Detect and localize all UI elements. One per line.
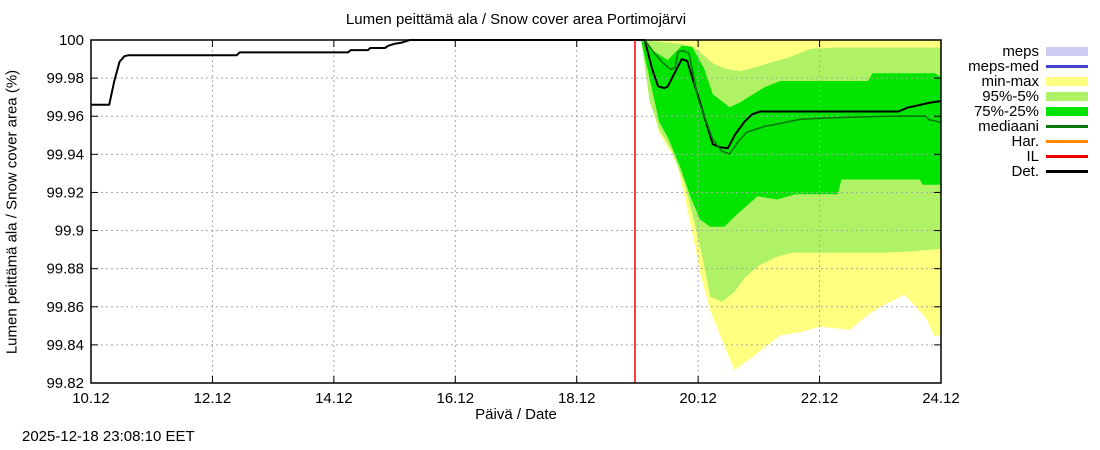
forecast-bands xyxy=(641,40,941,370)
svg-text:99.88: 99.88 xyxy=(46,261,84,278)
legend-swatch xyxy=(1046,125,1088,128)
svg-text:99.92: 99.92 xyxy=(46,184,84,201)
chart-title: Lumen peittämä ala / Snow cover area Por… xyxy=(345,11,687,28)
svg-text:16.12: 16.12 xyxy=(437,390,475,407)
legend-label: Har. xyxy=(1011,133,1039,150)
svg-text:99.96: 99.96 xyxy=(46,108,84,125)
gridlines xyxy=(91,40,941,383)
legend-swatch xyxy=(1046,92,1088,101)
timestamp: 2025-12-18 23:08:10 EET xyxy=(22,428,195,445)
y-axis-label: Lumen peittämä ala / Snow cover area (%) xyxy=(3,69,21,355)
svg-text:24.12: 24.12 xyxy=(922,390,960,407)
legend-swatch xyxy=(1046,170,1088,173)
svg-text:99.94: 99.94 xyxy=(46,146,84,163)
svg-text:22.12: 22.12 xyxy=(801,390,839,407)
legend-item-det: Det. xyxy=(942,164,1088,179)
tick-labels: 100 99.98 99.96 99.94 99.92 99.9 99.88 99.86 99.… xyxy=(46,32,959,407)
svg-text:20.12: 20.12 xyxy=(679,390,717,407)
plot-frame xyxy=(90,39,942,384)
x-axis-label: Päivä / Date xyxy=(475,406,557,423)
svg-text:18.12: 18.12 xyxy=(558,390,596,407)
legend-item-75-25: 75%-25% xyxy=(942,104,1088,119)
legend-item-meps-med: meps-med xyxy=(942,59,1088,74)
legend-swatch xyxy=(1046,140,1088,143)
svg-text:99.84: 99.84 xyxy=(46,337,84,354)
legend-label: mediaani xyxy=(978,118,1039,135)
legend-swatch xyxy=(1046,77,1088,86)
legend-swatch xyxy=(1046,65,1088,68)
legend-swatch xyxy=(1046,107,1088,116)
line-Det. xyxy=(91,39,942,150)
legend-label: meps-med xyxy=(968,58,1039,75)
legend-label: IL xyxy=(1026,148,1039,165)
svg-text:99.98: 99.98 xyxy=(46,70,84,87)
legend-item-mediaani: mediaani xyxy=(942,119,1088,134)
legend: meps meps-med min-max 95%-5% 75%-25% med… xyxy=(942,44,1088,179)
svg-text:99.86: 99.86 xyxy=(46,299,84,316)
tick-marks xyxy=(90,39,942,384)
legend-item-95-5: 95%-5% xyxy=(942,89,1088,104)
legend-label: min-max xyxy=(981,73,1039,90)
legend-swatch xyxy=(1046,47,1088,56)
legend-item-min-max: min-max xyxy=(942,74,1088,89)
legend-label: 95%-5% xyxy=(982,88,1039,105)
svg-text:10.12: 10.12 xyxy=(72,390,110,407)
svg-text:99.82: 99.82 xyxy=(46,375,84,392)
legend-item-har: Har. xyxy=(942,134,1088,149)
legend-item-il: IL xyxy=(942,149,1088,164)
svg-text:99.9: 99.9 xyxy=(55,223,84,240)
legend-swatch xyxy=(1046,155,1088,158)
legend-item-meps: meps xyxy=(942,44,1088,59)
svg-text:14.12: 14.12 xyxy=(315,390,353,407)
band-75%-25% xyxy=(641,40,941,227)
svg-text:100: 100 xyxy=(59,32,84,49)
line-mediaani xyxy=(644,39,942,155)
legend-label: Det. xyxy=(1011,163,1039,180)
data-lines xyxy=(91,39,942,155)
svg-text:12.12: 12.12 xyxy=(194,390,232,407)
legend-label: 75%-25% xyxy=(973,103,1039,120)
legend-label: meps xyxy=(1002,43,1039,60)
